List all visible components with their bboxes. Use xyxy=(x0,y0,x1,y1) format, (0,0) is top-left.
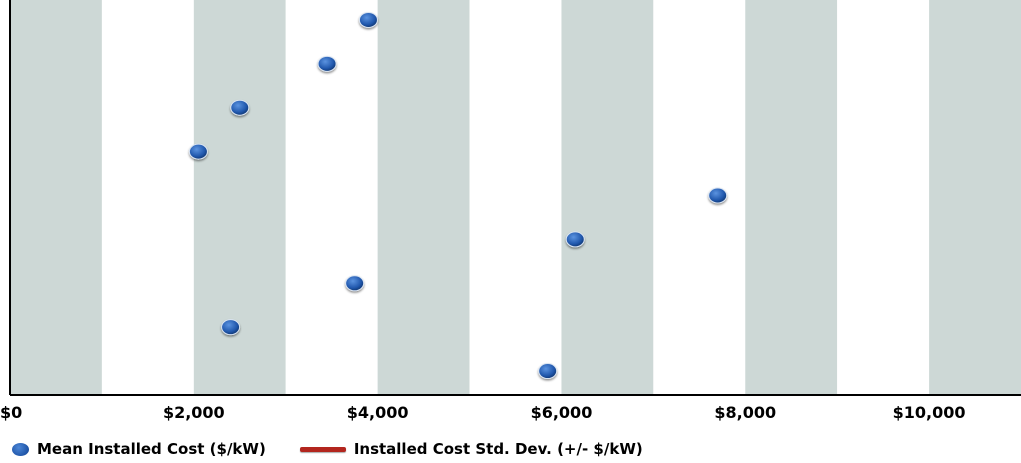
legend-range-label: Installed Cost Std. Dev. (+/- $/kW) xyxy=(353,440,643,458)
legend-item-range: Installed Cost Std. Dev. (+/- $/kW) xyxy=(299,440,643,458)
range-line-icon xyxy=(299,446,346,452)
legend: Mean Installed Cost ($/kW) Installed Cos… xyxy=(12,439,677,459)
mean-marker xyxy=(565,231,585,248)
background-band xyxy=(193,0,286,395)
x-tick-label: $2,000 xyxy=(163,403,225,422)
background-band xyxy=(10,0,102,395)
mean-marker xyxy=(538,363,558,380)
mean-marker xyxy=(358,11,378,28)
mean-marker-icon xyxy=(12,442,29,456)
mean-marker xyxy=(221,319,241,336)
x-tick-labels: $0 $2,000 $4,000 $6,000 $8,000 $10,000 xyxy=(0,403,966,422)
x-tick-label: $10,000 xyxy=(893,403,966,422)
mean-markers xyxy=(188,11,728,380)
legend-item-mean: Mean Installed Cost ($/kW) xyxy=(12,440,266,458)
x-tick-label: $8,000 xyxy=(714,403,776,422)
background-band xyxy=(101,0,194,395)
x-tick-label: $6,000 xyxy=(531,403,593,422)
mean-marker xyxy=(708,187,728,204)
mean-marker xyxy=(230,99,250,116)
mean-marker xyxy=(317,55,337,72)
x-tick-label: $4,000 xyxy=(347,403,409,422)
background-band xyxy=(377,0,470,395)
background-band xyxy=(929,0,1021,395)
mean-marker xyxy=(345,275,365,292)
legend-mean-label: Mean Installed Cost ($/kW) xyxy=(37,440,266,458)
x-tick-label: $0 xyxy=(0,403,22,422)
mean-marker xyxy=(188,143,208,160)
